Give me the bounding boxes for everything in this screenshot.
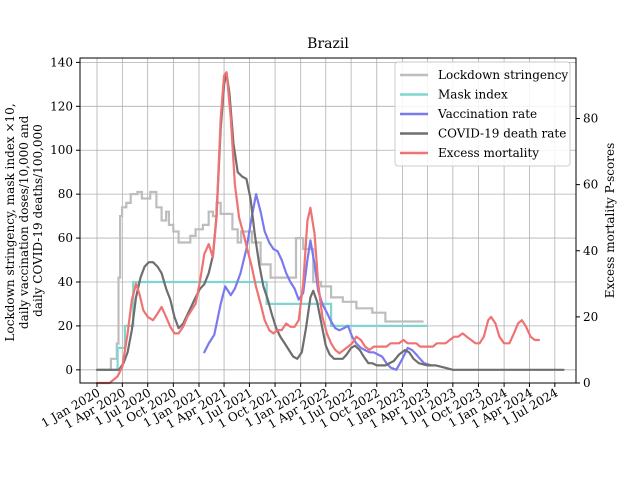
y-right-tick-label: 40 [583, 244, 598, 258]
y-tick-label: 140 [50, 55, 73, 69]
y-axis-right-label: Excess mortality P-scores [603, 143, 617, 298]
y-axis-label-line-1: Lockdown stringency, mask index ×10, [3, 103, 17, 341]
y-tick-label: 0 [65, 363, 73, 377]
y-right-tick-label: 80 [583, 112, 598, 126]
y-axis-ticks: 0 20 40 60 80 100 120 140 [50, 55, 80, 377]
series-line-covid-19-death-rate [95, 72, 565, 371]
legend-label: Lockdown stringency [438, 68, 568, 82]
legend-label: Mask index [438, 88, 508, 102]
series-line-excess-mortality [95, 71, 540, 385]
y-tick-label: 20 [58, 319, 73, 333]
y-tick-label: 60 [58, 231, 73, 245]
y-tick-label: 120 [50, 99, 73, 113]
y-tick-label: 80 [58, 187, 73, 201]
legend-label: COVID-19 death rate [438, 127, 566, 141]
y-axis-label-line-3: daily COVID-19 deaths/100,000 [31, 124, 45, 317]
legend-entries: Lockdown stringency Mask index Vaccination… [400, 68, 568, 160]
y-right-tick-label: 60 [583, 178, 598, 192]
legend-label: Excess mortality [438, 146, 539, 160]
series-line-mask-index [95, 280, 429, 371]
y-axis-right-ticks: 0 20 40 60 80 [576, 112, 598, 390]
y-right-tick-label: 20 [583, 310, 598, 324]
chart-title: Brazil [307, 36, 349, 52]
y-axis-label: Lockdown stringency, mask index ×10, dai… [3, 100, 45, 342]
series-layer [95, 71, 565, 385]
y-tick-label: 100 [50, 143, 73, 157]
legend: Lockdown stringency Mask index Vaccination… [394, 61, 571, 167]
legend-label: Vaccination rate [437, 107, 537, 121]
y-tick-label: 40 [58, 275, 73, 289]
y-right-tick-label: 0 [583, 376, 591, 390]
y-axis-label-line-2: daily vaccination doses/10,000 and [17, 115, 31, 329]
legend-box [394, 61, 571, 167]
plot-frame [79, 57, 577, 384]
series-line-lockdown-stringency [95, 190, 424, 371]
